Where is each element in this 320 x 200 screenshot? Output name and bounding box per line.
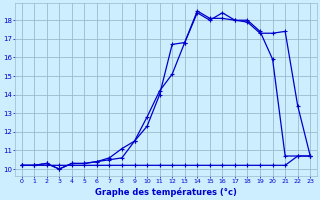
X-axis label: Graphe des températures (°c): Graphe des températures (°c) (95, 187, 237, 197)
